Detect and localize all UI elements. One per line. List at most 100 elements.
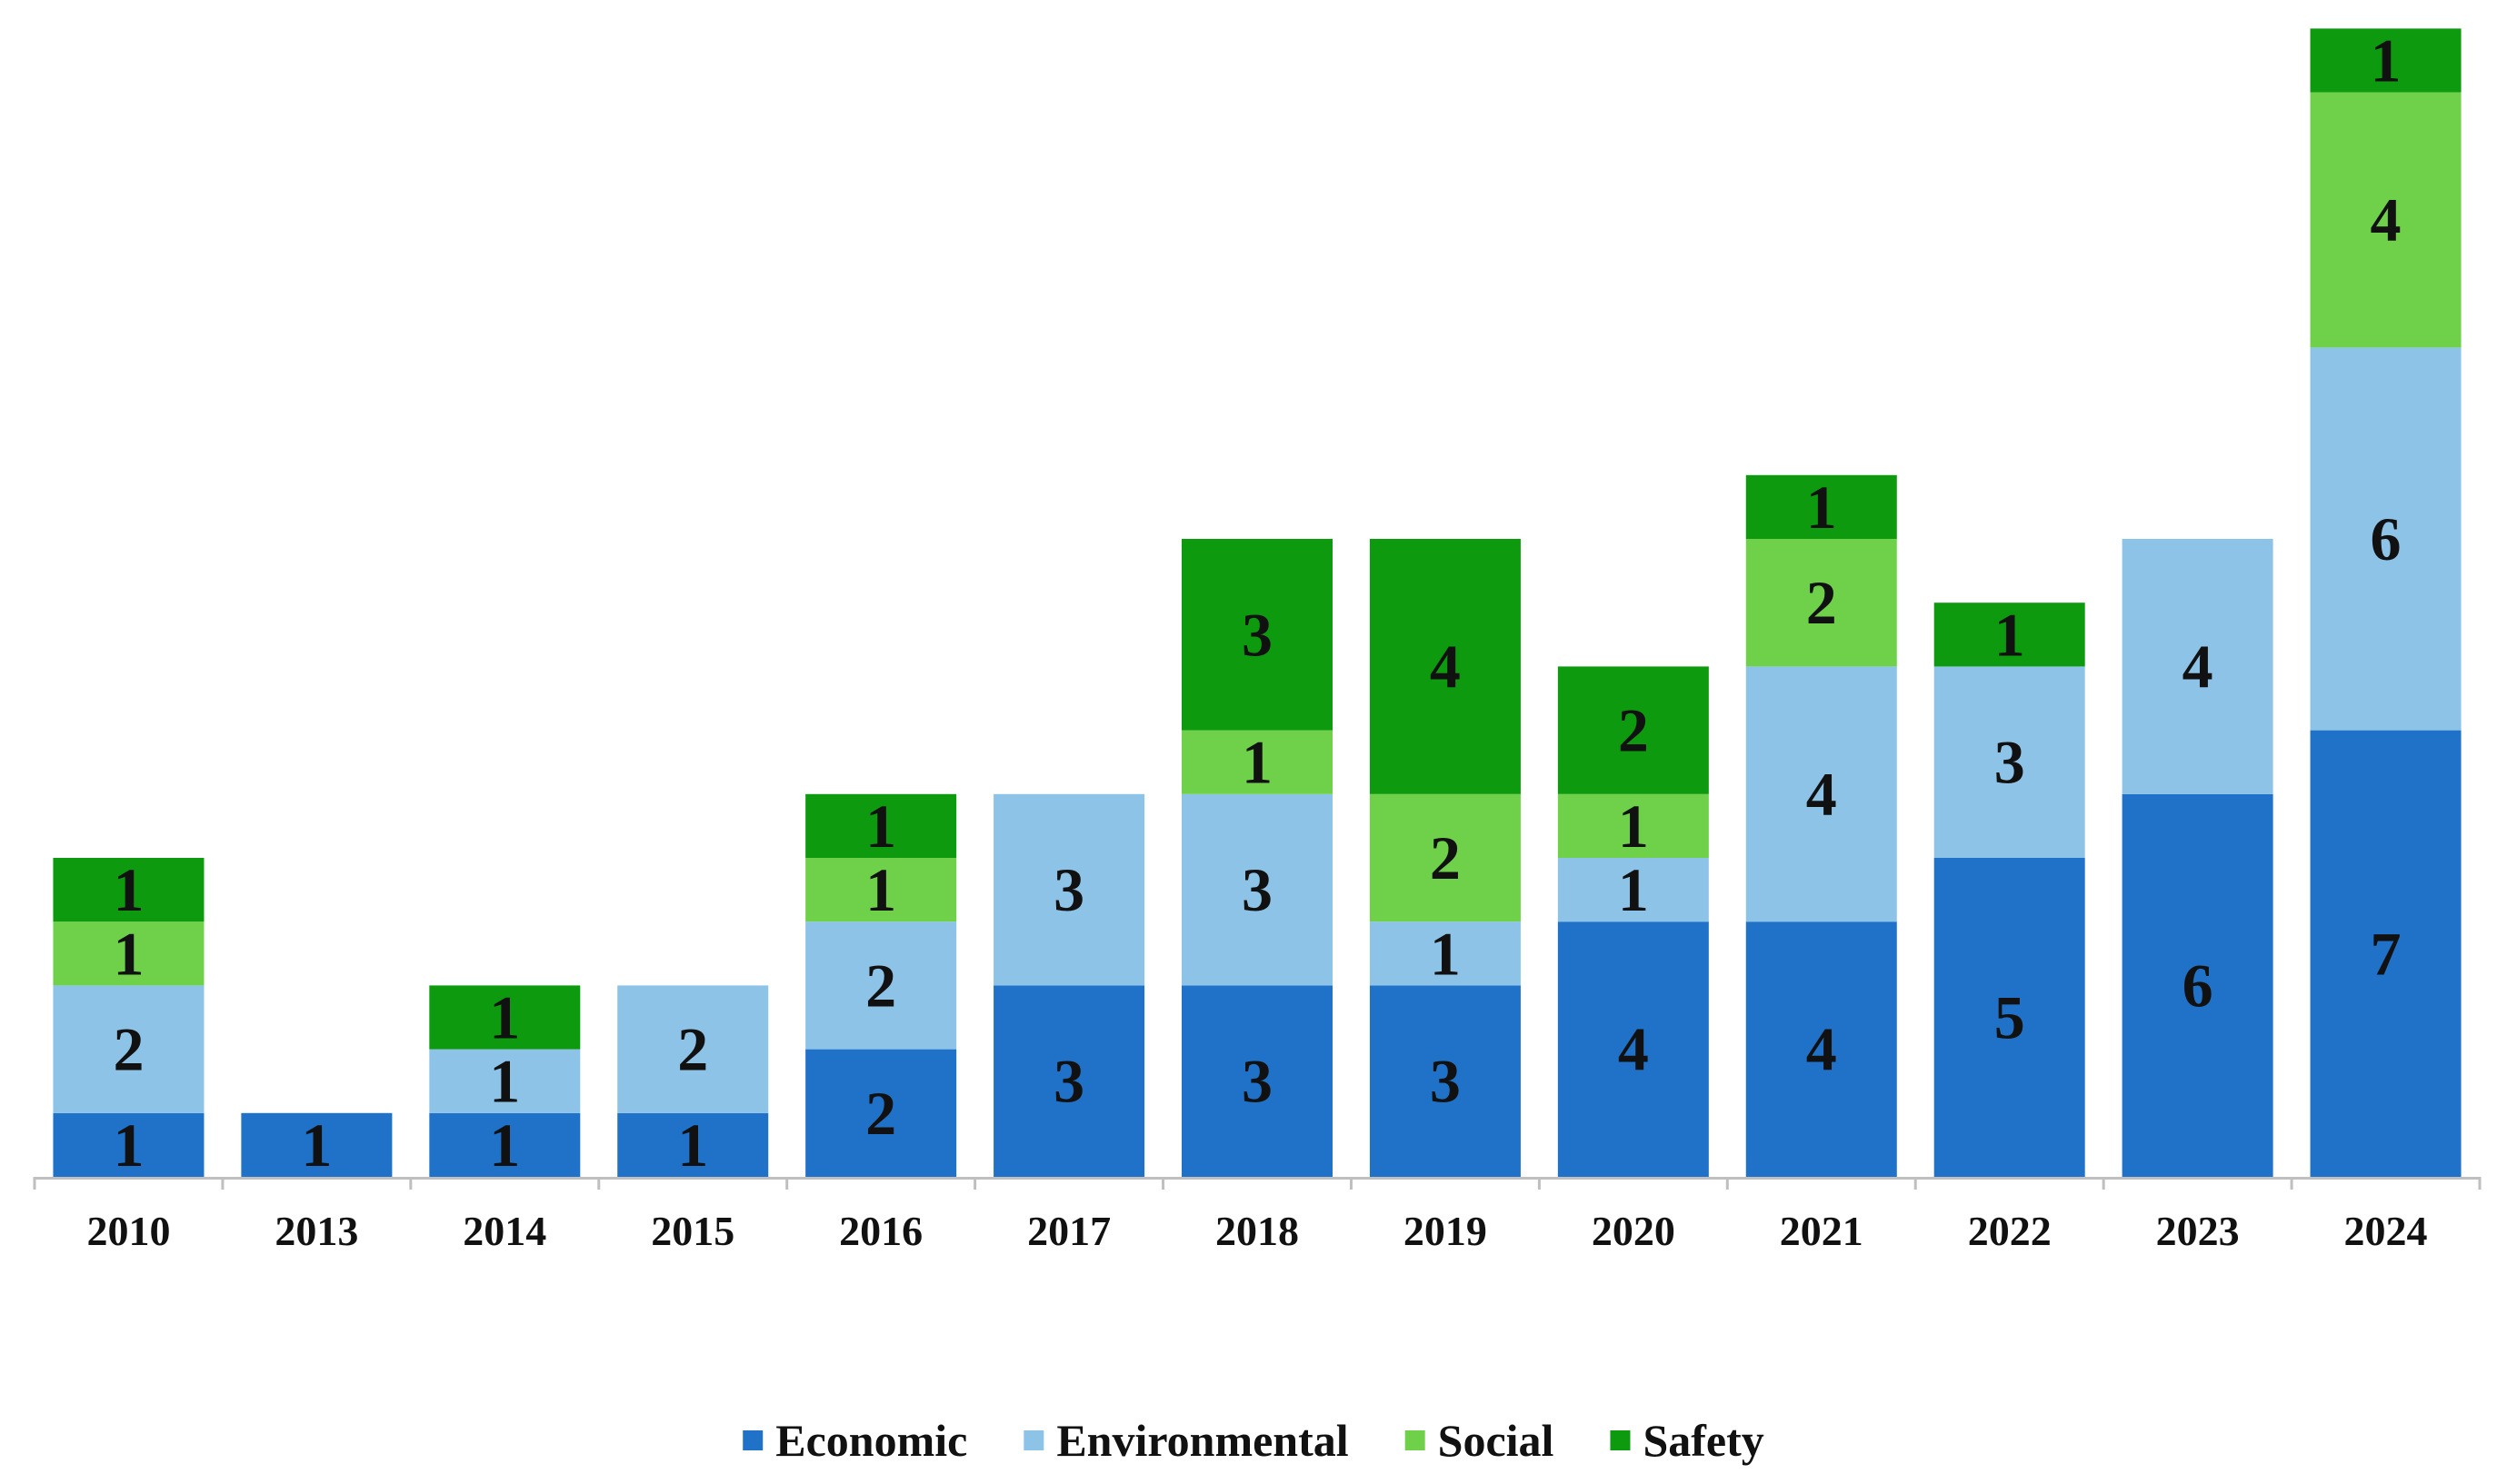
- bar-segment-environmental-2019[interactable]: [1369, 921, 1521, 986]
- data-label-economic-2024: 7: [2371, 919, 2402, 988]
- legend-label-safety: Safety: [1643, 1415, 1763, 1466]
- data-label-social-2024: 4: [2371, 185, 2402, 254]
- data-label-safety-2010: 1: [113, 855, 144, 924]
- legend-item-social[interactable]: Social: [1404, 1415, 1554, 1466]
- bar-segment-social-2019[interactable]: [1369, 793, 1521, 922]
- bar-segment-economic-2022[interactable]: [1933, 858, 2085, 1177]
- bar-segment-safety-2022[interactable]: [1933, 603, 2085, 667]
- data-label-environmental-2024: 6: [2371, 504, 2402, 573]
- legend-item-economic[interactable]: Economic: [743, 1415, 967, 1466]
- bar-segment-safety-2016[interactable]: [805, 793, 957, 858]
- data-label-economic-2014: 1: [489, 1111, 520, 1180]
- data-label-safety-2016: 1: [865, 792, 896, 861]
- x-tick-label-2015: 2015: [651, 1208, 734, 1254]
- bar-segment-safety-2021[interactable]: [1745, 474, 1897, 539]
- legend-label-environmental: Environmental: [1056, 1415, 1348, 1466]
- bar-segment-safety-2010[interactable]: [53, 858, 205, 922]
- bar-segment-economic-2024[interactable]: [2310, 730, 2462, 1177]
- bar-segment-environmental-2018[interactable]: [1182, 793, 1333, 986]
- data-label-environmental-2015: 2: [677, 1015, 708, 1084]
- data-label-safety-2019: 4: [1430, 632, 1461, 701]
- x-tick-label-2014: 2014: [463, 1208, 546, 1254]
- data-label-social-2016: 1: [865, 855, 896, 924]
- data-label-economic-2015: 1: [677, 1111, 708, 1180]
- legend-swatch-environmental: [1024, 1430, 1044, 1450]
- data-label-environmental-2021: 4: [1806, 760, 1837, 829]
- legend-swatch-social: [1404, 1430, 1425, 1450]
- bar-segment-safety-2014[interactable]: [429, 985, 581, 1050]
- data-label-environmental-2019: 1: [1430, 919, 1461, 988]
- x-tick-label-2019: 2019: [1403, 1208, 1487, 1254]
- legend-label-social: Social: [1438, 1415, 1554, 1466]
- x-tick-label-2018: 2018: [1215, 1208, 1299, 1254]
- bar-segment-environmental-2023[interactable]: [2122, 539, 2273, 794]
- bar-segment-social-2016[interactable]: [805, 858, 957, 922]
- x-tick-label-2022: 2022: [1968, 1208, 2052, 1254]
- legend-swatch-safety: [1610, 1430, 1631, 1450]
- bar-segment-economic-2010[interactable]: [53, 1112, 205, 1177]
- bar-segment-environmental-2020[interactable]: [1557, 858, 1709, 922]
- data-label-safety-2024: 1: [2371, 26, 2402, 95]
- bar-segment-social-2024[interactable]: [2310, 92, 2462, 348]
- bar-segment-environmental-2010[interactable]: [53, 985, 205, 1113]
- legend-item-safety[interactable]: Safety: [1610, 1415, 1764, 1466]
- data-label-economic-2010: 1: [113, 1111, 144, 1180]
- bar-segment-environmental-2016[interactable]: [805, 921, 957, 1050]
- x-tick-label-2021: 2021: [1780, 1208, 1863, 1254]
- data-label-environmental-2022: 3: [1994, 728, 2025, 797]
- data-label-environmental-2020: 1: [1618, 855, 1649, 924]
- data-label-economic-2017: 3: [1054, 1047, 1084, 1116]
- legend-swatch-economic: [743, 1430, 764, 1450]
- data-label-safety-2014: 1: [489, 983, 520, 1052]
- data-label-social-2010: 1: [113, 919, 144, 988]
- data-label-economic-2013: 1: [301, 1111, 332, 1180]
- bar-segment-economic-2019[interactable]: [1369, 985, 1521, 1177]
- data-label-environmental-2017: 3: [1054, 855, 1084, 924]
- bar-segment-economic-2020[interactable]: [1557, 921, 1709, 1177]
- legend[interactable]: Economic Environmental Social Safety: [743, 1415, 1764, 1466]
- data-label-economic-2020: 4: [1618, 1015, 1649, 1084]
- data-label-social-2018: 1: [1242, 728, 1273, 797]
- legend-item-environmental[interactable]: Environmental: [1024, 1415, 1349, 1466]
- legend-label-economic: Economic: [775, 1415, 967, 1466]
- bar-segment-environmental-2021[interactable]: [1745, 666, 1897, 922]
- x-tick-label-2016: 2016: [839, 1208, 923, 1254]
- data-label-economic-2019: 3: [1430, 1047, 1461, 1116]
- data-label-environmental-2010: 2: [113, 1015, 144, 1084]
- bar-segment-environmental-2024[interactable]: [2310, 347, 2462, 731]
- data-label-environmental-2016: 2: [865, 951, 896, 1020]
- bar-segment-safety-2024[interactable]: [2310, 28, 2462, 93]
- data-label-safety-2018: 3: [1242, 600, 1273, 669]
- data-label-economic-2021: 4: [1806, 1015, 1837, 1084]
- bar-segment-social-2020[interactable]: [1557, 793, 1709, 858]
- bar-segment-social-2018[interactable]: [1182, 730, 1333, 794]
- data-label-environmental-2014: 1: [489, 1047, 520, 1116]
- x-axis-ticks: 2010 2013 2014 2015 2016 2017 2018 2019 2020 2021…: [33, 1177, 2482, 1254]
- x-tick-label-2023: 2023: [2156, 1208, 2240, 1254]
- data-label-economic-2018: 3: [1242, 1047, 1273, 1116]
- bar-segment-environmental-2022[interactable]: [1933, 666, 2085, 858]
- bar-segment-social-2021[interactable]: [1745, 539, 1897, 667]
- bar-segment-safety-2019[interactable]: [1369, 539, 1521, 794]
- bar-segment-environmental-2014[interactable]: [429, 1049, 581, 1113]
- bar-segment-economic-2013[interactable]: [241, 1112, 393, 1177]
- data-label-safety-2021: 1: [1806, 473, 1837, 542]
- bar-segment-environmental-2017[interactable]: [994, 793, 1145, 986]
- bar-segment-social-2010[interactable]: [53, 921, 205, 986]
- data-label-social-2021: 2: [1806, 568, 1837, 637]
- bar-segment-environmental-2015[interactable]: [617, 985, 769, 1113]
- bar-segment-economic-2021[interactable]: [1745, 921, 1897, 1177]
- bar-segment-economic-2015[interactable]: [617, 1112, 769, 1177]
- bar-segment-economic-2017[interactable]: [994, 985, 1145, 1177]
- x-tick-label-2017: 2017: [1027, 1208, 1111, 1254]
- bar-segment-economic-2016[interactable]: [805, 1049, 957, 1177]
- bar-segment-economic-2018[interactable]: [1182, 985, 1333, 1177]
- bar-segment-safety-2020[interactable]: [1557, 666, 1709, 794]
- data-label-safety-2020: 2: [1618, 696, 1649, 765]
- bar-segment-economic-2023[interactable]: [2122, 793, 2273, 1177]
- bar-segment-economic-2014[interactable]: [429, 1112, 581, 1177]
- bar-segment-safety-2018[interactable]: [1182, 539, 1333, 731]
- data-label-economic-2023: 6: [2182, 951, 2213, 1020]
